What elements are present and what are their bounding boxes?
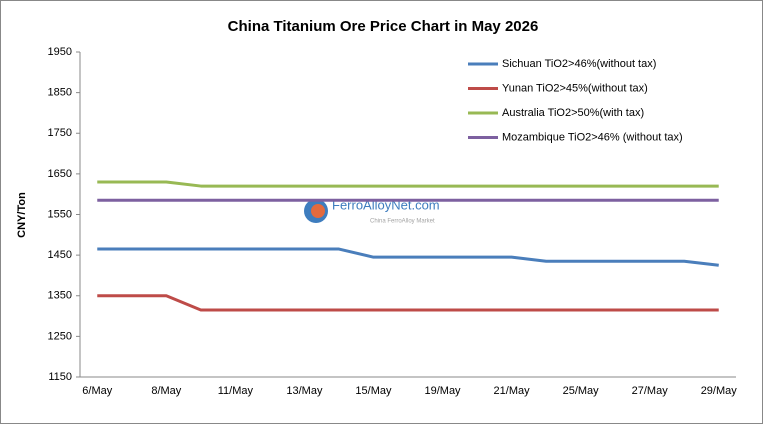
x-tick-label: 13/May	[286, 385, 323, 397]
x-tick-label: 6/May	[82, 385, 112, 397]
y-tick-label: 1350	[48, 290, 72, 302]
y-tick-label: 1650	[48, 168, 72, 180]
y-tick-label: 1450	[48, 249, 72, 261]
series-line	[97, 247, 719, 267]
y-tick-label: 1750	[48, 127, 72, 139]
watermark-logo-inner	[311, 204, 325, 218]
legend-label: Yunan TiO2>45%(without tax)	[502, 82, 648, 94]
legend-label: Sichuan TiO2>46%(without tax)	[502, 58, 656, 70]
x-tick-label: 15/May	[355, 385, 392, 397]
y-tick-label: 1950	[48, 46, 72, 58]
chart-title: China Titanium Ore Price Chart in May 20…	[228, 18, 539, 35]
x-tick-label: 27/May	[632, 385, 669, 397]
x-tick-label: 8/May	[151, 385, 181, 397]
x-tick-label: 25/May	[563, 385, 600, 397]
y-axis-title: CNY/Ton	[16, 192, 28, 238]
legend-label: Mozambique TiO2>46% (without tax)	[502, 131, 683, 143]
x-tick-label: 11/May	[218, 385, 254, 397]
x-tick-label: 19/May	[424, 385, 461, 397]
y-tick-label: 1250	[48, 330, 72, 342]
y-tick-label: 1850	[48, 87, 72, 99]
legend-label: Australia TiO2>50%(with tax)	[502, 107, 644, 119]
y-tick-label: 1150	[48, 371, 72, 383]
x-tick-label: 29/May	[701, 385, 738, 397]
watermark-subtitle: China FerroAlloy Market	[370, 219, 435, 225]
series-line	[97, 180, 719, 188]
series-line	[97, 294, 719, 312]
x-tick-label: 21/May	[494, 385, 531, 397]
y-tick-label: 1550	[48, 208, 72, 220]
